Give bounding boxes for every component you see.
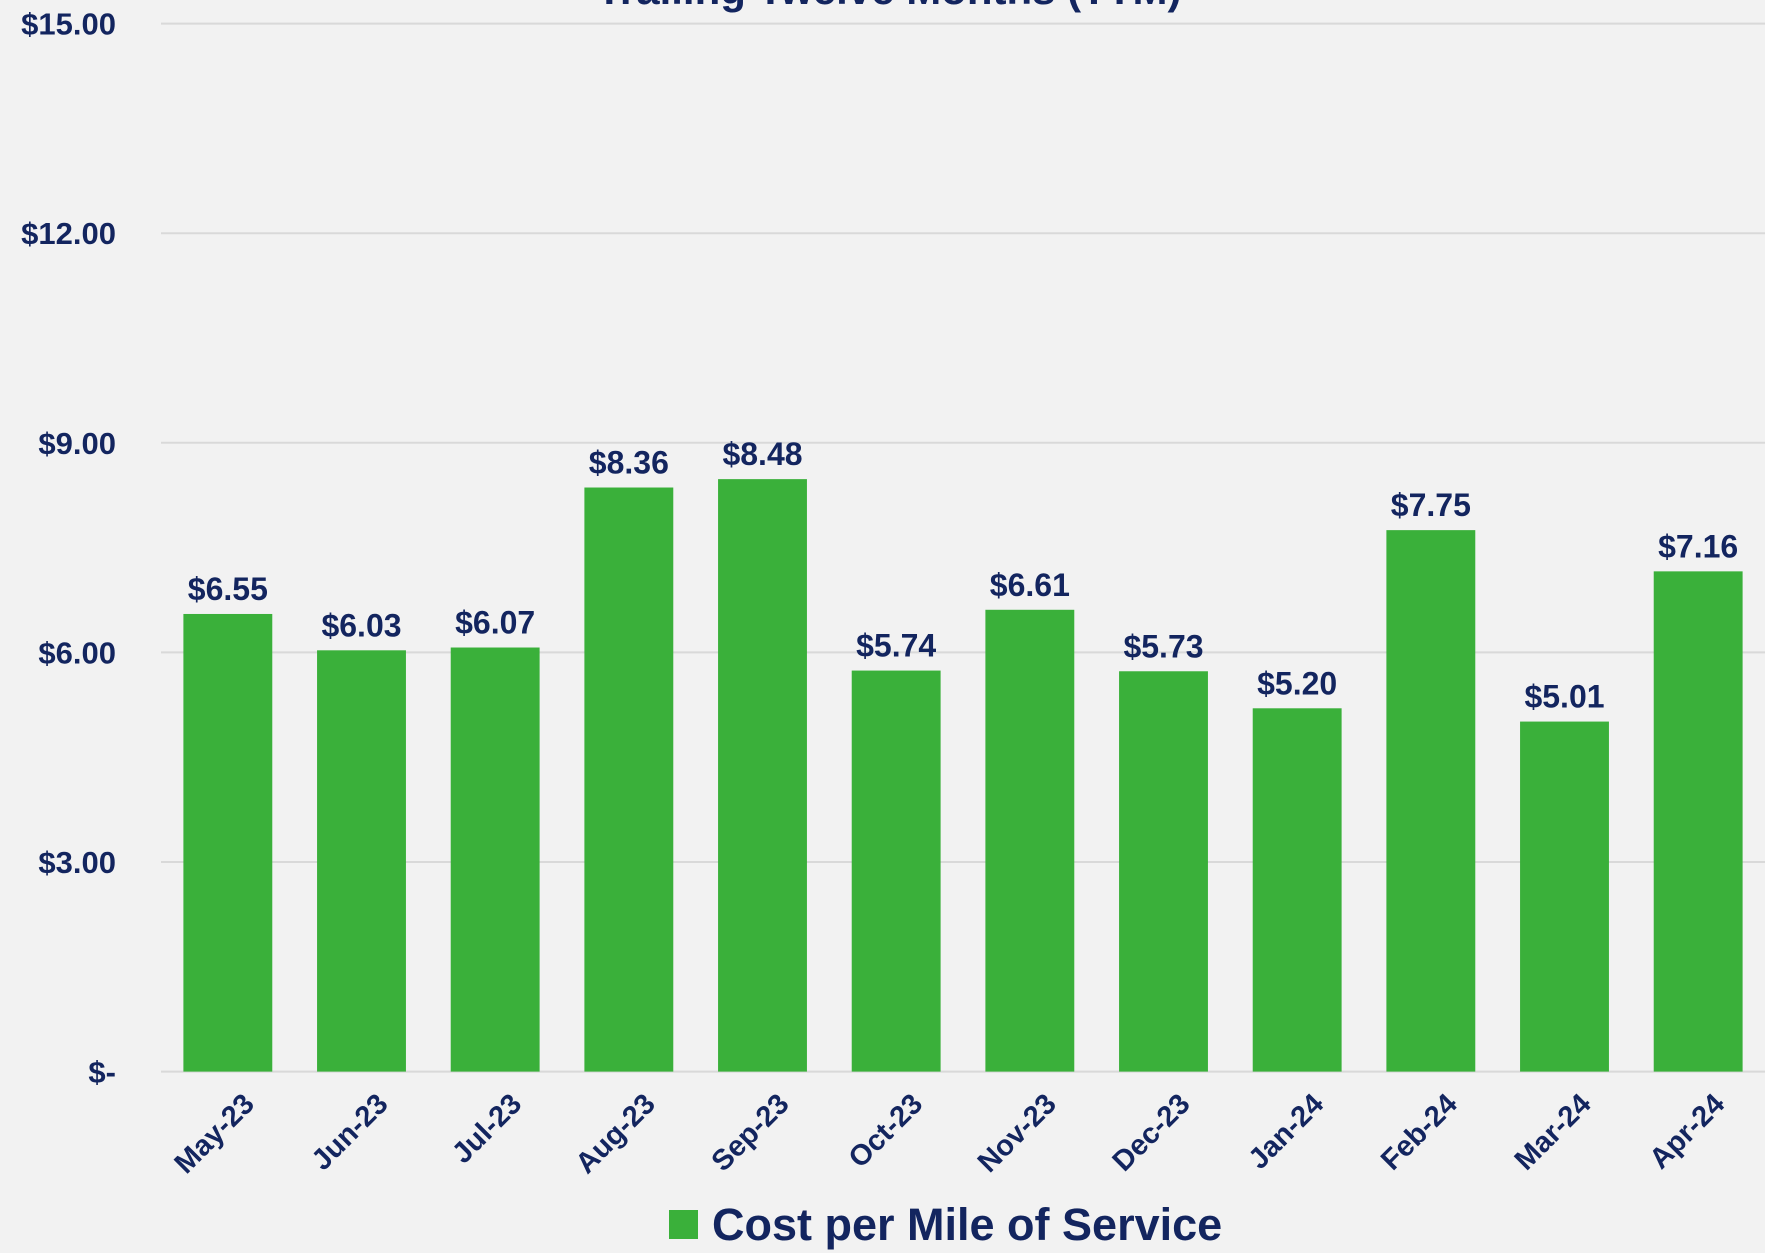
bar (1119, 671, 1208, 1072)
y-tick-label: $15.00 (21, 7, 116, 42)
data-label: $6.03 (321, 607, 401, 643)
data-label: $5.74 (856, 628, 936, 664)
y-tick-label: $9.00 (38, 426, 116, 461)
bar (1653, 571, 1743, 1072)
bar (851, 670, 941, 1072)
y-tick-label: $12.00 (21, 216, 116, 251)
data-label: $7.16 (1658, 528, 1738, 564)
bar (1520, 721, 1609, 1072)
data-label: $5.01 (1524, 679, 1604, 715)
data-label: $7.75 (1391, 487, 1471, 523)
bar (584, 487, 674, 1072)
chart-title: Trailing Twelve Months (TTM) (597, 0, 1182, 13)
data-label: $8.36 (589, 445, 669, 481)
legend-swatch (669, 1210, 698, 1239)
bar (718, 479, 807, 1072)
data-label: $8.48 (722, 436, 802, 472)
y-tick-label: $- (88, 1055, 116, 1090)
y-tick-label: $6.00 (38, 635, 116, 670)
data-label: $6.61 (990, 567, 1070, 603)
y-tick-label: $3.00 (38, 845, 116, 880)
bar (450, 647, 540, 1072)
data-label: $6.55 (188, 571, 268, 607)
data-label: $5.20 (1257, 665, 1337, 701)
legend-label: Cost per Mile of Service (712, 1199, 1222, 1250)
data-label: $5.73 (1123, 628, 1203, 664)
data-label: $6.07 (455, 605, 535, 641)
bar (1252, 708, 1342, 1072)
bar (985, 609, 1075, 1072)
bar (317, 650, 406, 1072)
bar (183, 613, 273, 1072)
bar (1386, 530, 1476, 1072)
